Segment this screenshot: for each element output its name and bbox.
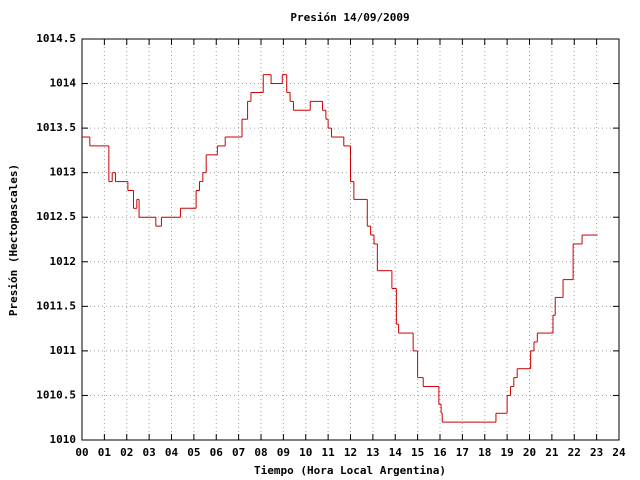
y-tick-label: 1013.5 xyxy=(36,121,76,134)
x-tick-label: 11 xyxy=(322,446,336,459)
x-tick-label: 20 xyxy=(523,446,536,459)
plot-frame xyxy=(81,38,620,441)
x-tick-label: 04 xyxy=(165,446,179,459)
chart-title: Presión 14/09/2009 xyxy=(290,11,409,24)
x-tick-label: 15 xyxy=(411,446,424,459)
x-axis-label: Tiempo (Hora Local Argentina) xyxy=(254,464,446,477)
y-tick-label: 1014 xyxy=(50,77,77,90)
y-tick-label: 1010.5 xyxy=(36,388,76,401)
y-axis-label: Presión (Hectopascales) xyxy=(7,164,20,316)
x-tick-label: 05 xyxy=(187,446,200,459)
x-tick-label: 12 xyxy=(344,446,357,459)
x-tick-label: 18 xyxy=(478,446,491,459)
x-tick-label: 22 xyxy=(568,446,581,459)
x-tick-label: 19 xyxy=(501,446,514,459)
x-tick-label: 09 xyxy=(277,446,290,459)
x-tick-label: 06 xyxy=(210,446,224,459)
y-tick-label: 1014.5 xyxy=(36,32,76,45)
y-tick-label: 1011.5 xyxy=(36,299,76,312)
x-tick-label: 17 xyxy=(456,446,469,459)
x-tick-label: 00 xyxy=(75,446,88,459)
x-tick-label: 01 xyxy=(98,446,112,459)
y-tick-label: 1011 xyxy=(50,344,77,357)
x-tick-label: 13 xyxy=(366,446,379,459)
y-tick-label: 1012.5 xyxy=(36,210,76,223)
x-tick-label: 07 xyxy=(232,446,245,459)
x-tick-label: 08 xyxy=(254,446,267,459)
y-tick-label: 1013 xyxy=(50,166,77,179)
y-tick-label: 1012 xyxy=(50,255,77,268)
x-tick-label: 03 xyxy=(143,446,156,459)
x-tick-label: 23 xyxy=(590,446,603,459)
x-tick-label: 14 xyxy=(389,446,403,459)
x-tick-label: 16 xyxy=(433,446,447,459)
x-tick-label: 21 xyxy=(545,446,559,459)
y-tick-label: 1010 xyxy=(50,433,77,446)
x-tick-label: 24 xyxy=(612,446,626,459)
x-tick-label: 10 xyxy=(299,446,312,459)
x-tick-label: 02 xyxy=(120,446,133,459)
